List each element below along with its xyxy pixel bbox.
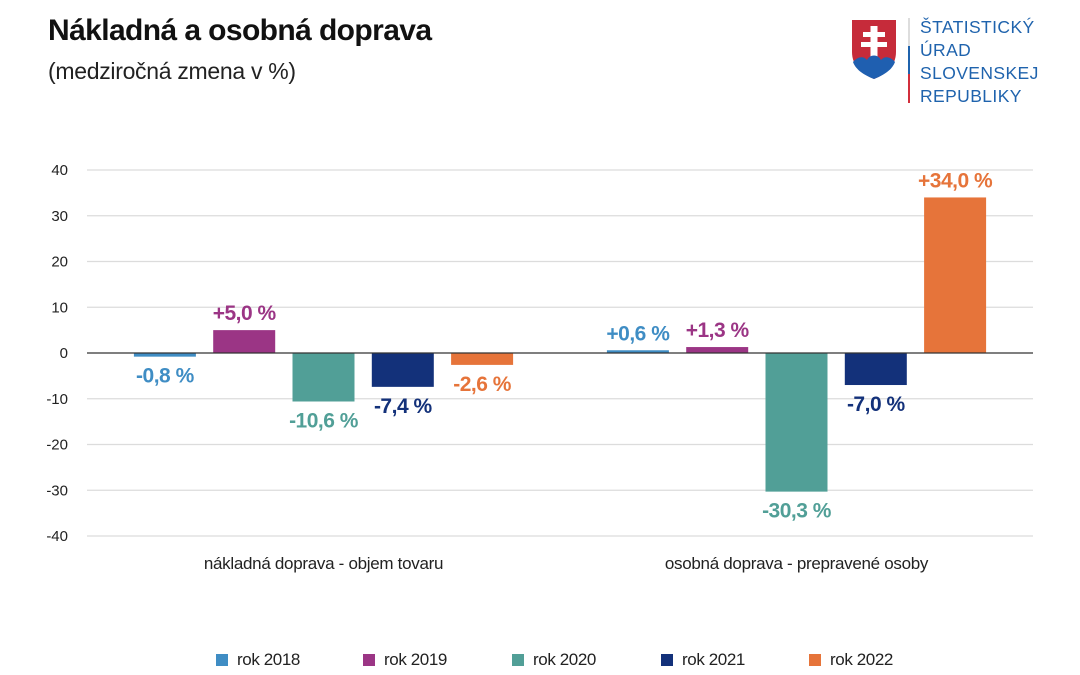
- legend-label: rok 2019: [384, 650, 447, 669]
- legend-item: rok 2018: [216, 650, 300, 670]
- y-tick-label: 40: [51, 162, 68, 179]
- bar-rok-2022: [924, 197, 987, 353]
- legend-item: rok 2020: [512, 650, 596, 670]
- data-label: +5,0 %: [213, 302, 277, 325]
- bar-rok-2018: [133, 353, 196, 357]
- bar-rok-2022: [451, 353, 514, 365]
- data-label: +34,0 %: [918, 169, 993, 192]
- legend-label: rok 2020: [533, 650, 596, 669]
- logo-line: ŠTATISTICKÝ: [920, 17, 1035, 37]
- bar-rok-2019: [686, 347, 749, 353]
- bar-rok-2021: [371, 353, 434, 387]
- y-tick-label: -10: [46, 391, 68, 408]
- legend: rok 2018 rok 2019 rok 2020 rok 2021 rok 2022: [0, 650, 1080, 672]
- bar-rok-2020: [765, 353, 828, 492]
- bar-rok-2019: [213, 330, 276, 353]
- bar-rok-2018: [606, 350, 669, 353]
- gridlines: [87, 169, 1033, 537]
- y-tick-label: 30: [51, 208, 68, 225]
- bars: [133, 197, 987, 492]
- logo-line: SLOVENSKEJ: [920, 63, 1039, 83]
- legend-label: rok 2018: [237, 650, 300, 669]
- legend-item: rok 2022: [809, 650, 893, 670]
- data-label: -7,4 %: [374, 395, 433, 418]
- data-labels: -0,8 % +5,0 % -10,6 % -7,4 % -2,6 % +0,6 % +1,…: [136, 169, 993, 522]
- y-axis-ticks: 40 30 20 10 0 -10 -20 -30 -40: [46, 162, 68, 545]
- logo-line: ÚRAD: [920, 40, 972, 60]
- legend-label: rok 2021: [682, 650, 745, 669]
- y-tick-label: -30: [46, 482, 68, 499]
- category-label: osobná doprava - prepravené osoby: [665, 554, 929, 573]
- logo-text: ŠTATISTICKÝ ÚRAD SLOVENSKEJ REPUBLIKY: [920, 16, 1039, 108]
- y-tick-label: 20: [51, 254, 68, 271]
- legend-swatch: [512, 654, 524, 666]
- data-label: +1,3 %: [686, 319, 750, 342]
- category-label: nákladná doprava - objem tovaru: [204, 554, 443, 573]
- data-label: +0,6 %: [606, 322, 670, 345]
- y-tick-label: 10: [51, 299, 68, 316]
- data-label: -2,6 %: [453, 373, 512, 396]
- logo-divider: [908, 18, 910, 103]
- chart-subtitle: (medziročná zmena v %): [48, 58, 296, 84]
- slovak-coat-of-arms-icon: [852, 20, 896, 79]
- legend-swatch: [661, 654, 673, 666]
- legend-item: rok 2021: [661, 650, 745, 670]
- legend-item: rok 2019: [363, 650, 447, 670]
- y-tick-label: -40: [46, 528, 68, 545]
- legend-label: rok 2022: [830, 650, 893, 669]
- data-label: -30,3 %: [762, 500, 832, 523]
- legend-swatch: [216, 654, 228, 666]
- chart-title: Nákladná a osobná doprava: [48, 14, 432, 47]
- category-labels: nákladná doprava - objem tovaru osobná do…: [204, 554, 929, 573]
- legend-swatch: [363, 654, 375, 666]
- data-label: -7,0 %: [847, 393, 906, 416]
- data-label: -0,8 %: [136, 365, 195, 388]
- bar-rok-2021: [844, 353, 907, 386]
- y-tick-label: -20: [46, 437, 68, 454]
- logo-line: REPUBLIKY: [920, 86, 1022, 106]
- data-label: -10,6 %: [289, 409, 359, 432]
- legend-swatch: [809, 654, 821, 666]
- bar-rok-2020: [292, 353, 355, 402]
- y-tick-label: 0: [60, 345, 68, 362]
- statistical-office-logo: ŠTATISTICKÝ ÚRAD SLOVENSKEJ REPUBLIKY: [850, 16, 1050, 106]
